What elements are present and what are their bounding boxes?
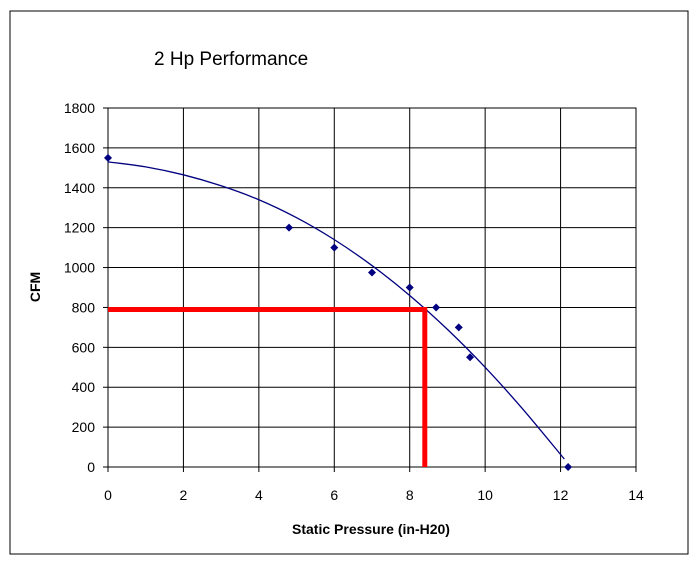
x-tick-label: 10	[477, 487, 493, 503]
y-tick-label: 0	[87, 459, 95, 475]
data-point	[405, 283, 414, 292]
data-point	[104, 153, 112, 162]
chart-title: 2 Hp Performance	[154, 49, 308, 70]
data-point	[285, 223, 294, 232]
y-axis-title: CFM	[27, 272, 43, 302]
y-tick-label: 1600	[64, 140, 95, 156]
y-tick-label: 1400	[64, 180, 95, 196]
y-tick-label: 1000	[64, 260, 95, 276]
annotation-layer	[108, 306, 428, 467]
data-point	[454, 323, 463, 332]
y-tick-label: 1800	[64, 100, 95, 116]
x-axis-title: Static Pressure (in-H20)	[292, 521, 450, 537]
data-point	[432, 303, 441, 312]
data-point	[330, 243, 339, 252]
x-tick-label: 8	[406, 487, 414, 503]
y-tick-label: 600	[72, 339, 96, 355]
x-tick-label: 4	[255, 487, 263, 503]
data-point	[466, 353, 475, 362]
y-tick-label: 400	[72, 379, 96, 395]
grid-lines	[103, 107, 637, 472]
y-tick-label: 1200	[64, 220, 95, 236]
x-tick-label: 6	[330, 487, 338, 503]
x-tick-labels: 0 2 4 6 8 10 12 14	[104, 487, 644, 503]
plot-area	[107, 107, 637, 468]
y-tick-labels: 0 200 400 600 800 1000 1200 1400 1600 1800	[64, 100, 95, 475]
y-tick-label: 200	[72, 419, 96, 435]
x-tick-label: 2	[180, 487, 188, 503]
trendline-curve	[107, 161, 565, 460]
data-points	[104, 153, 573, 471]
x-tick-label: 0	[104, 487, 112, 503]
data-point	[564, 463, 573, 471]
x-tick-label: 12	[553, 487, 569, 503]
data-point	[368, 268, 376, 277]
y-tick-label: 800	[72, 299, 96, 315]
trendline-layer	[107, 161, 565, 460]
x-tick-label: 14	[628, 487, 644, 503]
